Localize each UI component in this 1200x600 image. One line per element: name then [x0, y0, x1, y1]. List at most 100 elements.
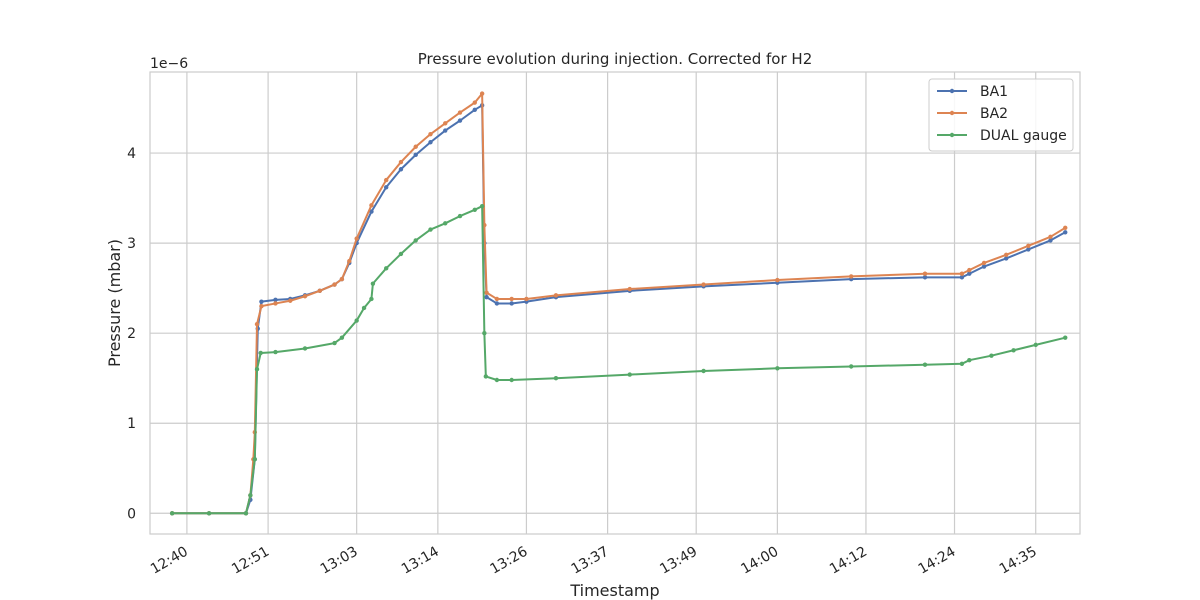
data-point-ba2 [332, 282, 337, 287]
legend-box [928, 78, 1074, 152]
data-point-dual-gauge [273, 349, 278, 355]
data-point-ba1 [494, 301, 500, 306]
legend-item-ba2: BA2 [937, 106, 1008, 122]
data-point-dual-gauge [989, 353, 994, 358]
data-point-ba1 [509, 301, 514, 306]
data-point-dual-gauge [169, 511, 175, 516]
data-point-ba1 [1063, 230, 1068, 235]
data-point-dual-gauge [775, 366, 780, 371]
data-point-ba2 [553, 293, 559, 298]
data-point-ba2 [701, 282, 706, 287]
data-point-dual-gauge [553, 376, 559, 381]
data-point-ba1 [967, 271, 972, 276]
data-point-dual-gauge [483, 374, 489, 379]
y-tick-label: 2 [127, 326, 136, 342]
data-point-dual-gauge [398, 251, 404, 257]
data-point-dual-gauge [361, 305, 367, 311]
legend-item-dual-gauge: DUAL gauge [937, 128, 1067, 144]
y-axis-label: Pressure (mbar) [105, 239, 124, 367]
data-point-ba2 [981, 260, 987, 266]
data-point-ba2 [775, 277, 780, 283]
data-point-ba2 [1026, 243, 1031, 249]
data-point-ba2 [383, 177, 389, 183]
data-point-ba2 [347, 258, 352, 264]
data-point-ba2 [259, 303, 264, 309]
data-point-dual-gauge [922, 362, 928, 367]
data-point-ba2 [479, 91, 485, 96]
data-point-ba2 [472, 100, 477, 105]
data-point-ba2 [1003, 252, 1009, 258]
data-point-ba2 [627, 286, 632, 292]
data-point-ba1 [259, 299, 264, 304]
data-point-dual-gauge [627, 372, 632, 377]
data-point-dual-gauge [1033, 342, 1038, 348]
data-point-dual-gauge [1011, 348, 1016, 353]
data-point-dual-gauge [370, 281, 376, 286]
data-point-ba2 [302, 294, 308, 299]
data-point-dual-gauge [243, 511, 249, 516]
plot-frame [149, 71, 1081, 535]
data-point-dual-gauge [248, 493, 253, 498]
data-point-dual-gauge [383, 266, 389, 271]
data-point-dual-gauge [302, 346, 308, 351]
data-point-ba1 [413, 152, 418, 158]
legend: BA1 BA2 DUAL gauge [928, 78, 1074, 152]
y-offset-label: 1e−6 [150, 56, 188, 72]
data-point-ba2 [339, 276, 345, 282]
data-point-ba2 [848, 274, 854, 279]
data-point-dual-gauge [252, 457, 258, 462]
data-point-dual-gauge [443, 221, 448, 226]
data-point-ba2 [457, 110, 463, 115]
data-point-dual-gauge [254, 366, 260, 372]
data-point-dual-gauge [413, 238, 418, 243]
data-point-ba1 [369, 209, 374, 214]
data-point-dual-gauge [959, 361, 965, 366]
series-line-ba1 [171, 104, 1067, 515]
series-ba2 [169, 91, 1068, 516]
data-point-dual-gauge [457, 213, 463, 219]
data-point-dual-gauge [494, 377, 500, 383]
y-tick-label: 3 [127, 236, 136, 252]
data-point-ba2 [369, 203, 374, 208]
legend-label: BA1 [980, 84, 1008, 100]
data-point-ba2 [922, 271, 928, 276]
y-tick-label: 4 [127, 146, 136, 162]
data-point-ba2 [317, 288, 322, 294]
data-point-ba1 [443, 128, 448, 133]
data-point-dual-gauge [206, 511, 212, 516]
legend-marker [949, 110, 955, 116]
data-point-dual-gauge [332, 340, 337, 346]
data-point-ba1 [981, 264, 987, 269]
data-point-dual-gauge [339, 335, 345, 340]
data-point-dual-gauge [428, 227, 433, 232]
data-point-ba1 [472, 107, 477, 113]
data-point-dual-gauge [848, 364, 854, 369]
data-point-ba2 [484, 290, 489, 295]
data-point-ba1 [383, 185, 389, 190]
legend-entries: BA1 BA2 DUAL gauge [937, 84, 1067, 144]
data-point-ba2 [273, 301, 278, 306]
data-point-ba1 [959, 275, 965, 280]
data-point-dual-gauge [701, 368, 706, 374]
data-point-ba2 [443, 121, 448, 126]
data-point-ba1 [922, 275, 928, 280]
data-point-ba1 [1003, 256, 1009, 261]
chart-title: Pressure evolution during injection. Cor… [418, 50, 813, 68]
x-axis-label: Timestamp [569, 581, 659, 600]
data-point-ba2 [509, 296, 514, 302]
data-point-ba2 [354, 236, 359, 241]
data-point-ba2 [494, 296, 500, 302]
data-point-ba1 [398, 167, 404, 172]
data-point-ba2 [428, 131, 433, 137]
data-point-ba2 [288, 298, 293, 303]
data-point-ba1 [1026, 247, 1031, 252]
data-point-dual-gauge [509, 377, 514, 383]
data-point-dual-gauge [479, 203, 485, 209]
data-point-ba2 [413, 144, 418, 149]
legend-item-ba1: BA1 [937, 84, 1008, 100]
series-layer [169, 91, 1068, 516]
data-point-dual-gauge [482, 330, 487, 336]
legend-marker [949, 88, 955, 94]
y-tick-label: 0 [127, 506, 136, 522]
data-point-ba2 [1048, 234, 1053, 240]
